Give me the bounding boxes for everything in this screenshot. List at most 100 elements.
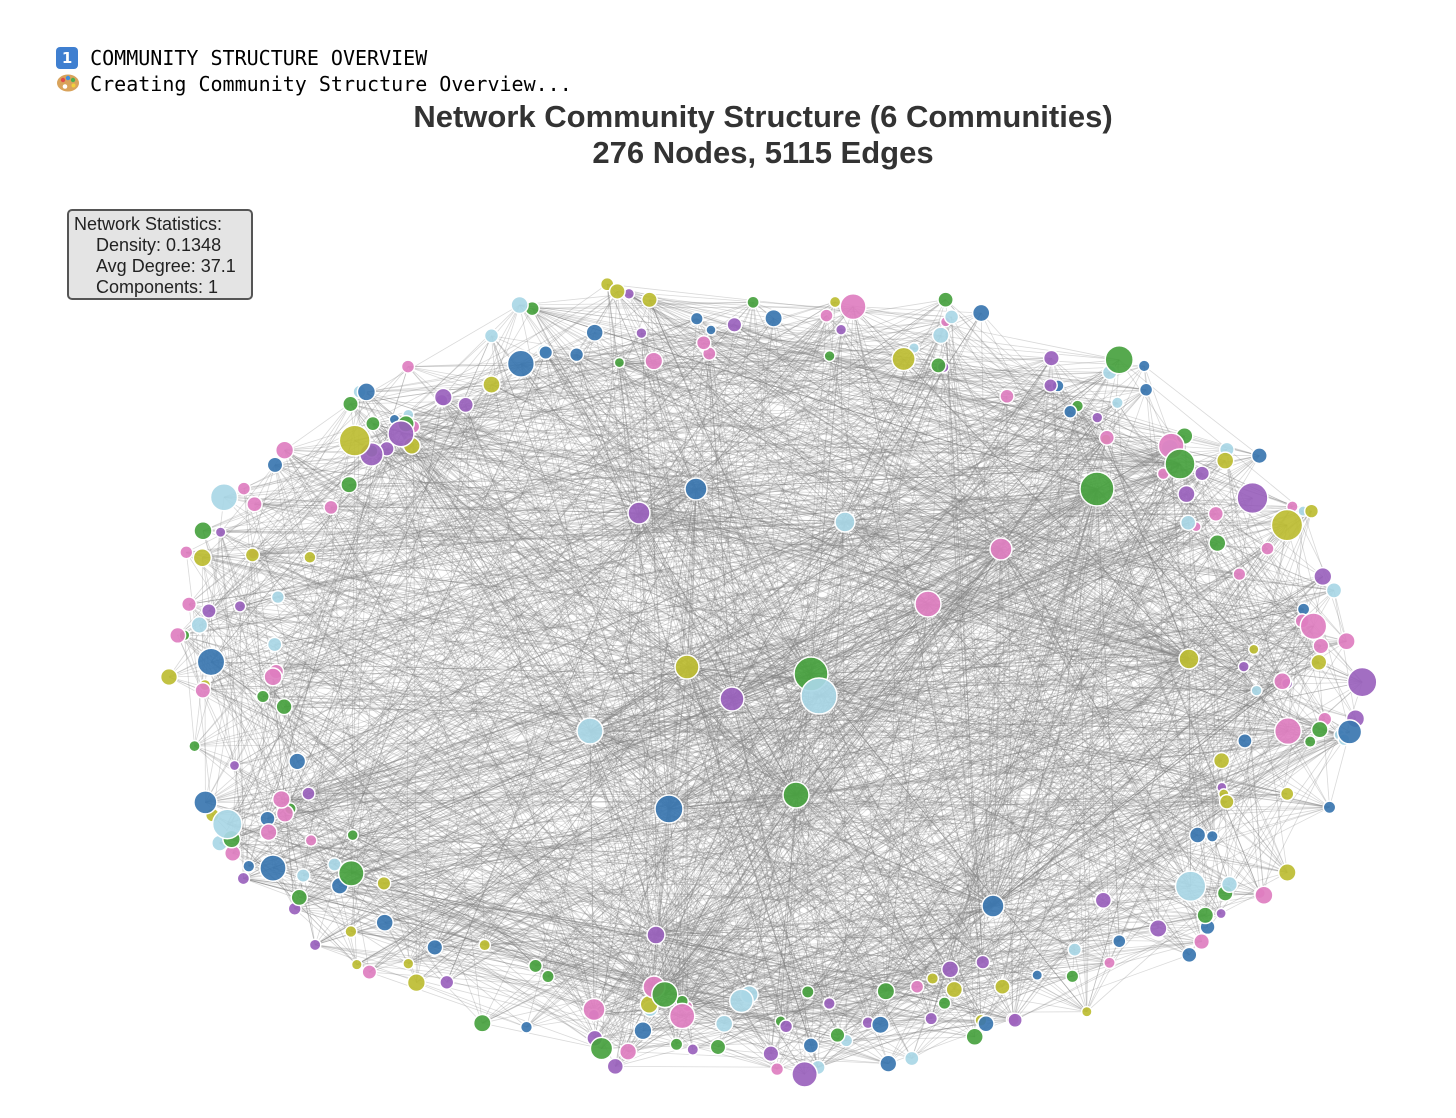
network-edge [299, 897, 657, 936]
network-edge [284, 449, 591, 732]
network-edge [330, 405, 1078, 508]
network-edge [372, 423, 1191, 887]
network-edge [177, 635, 719, 1048]
network-edge [829, 658, 1190, 1004]
network-edge [992, 358, 1052, 907]
network-edge [416, 603, 929, 983]
network-edge [352, 834, 1264, 896]
network-edge [927, 603, 1088, 1012]
network-edge [208, 610, 670, 810]
network-edge [642, 542, 1218, 1032]
network-node [644, 351, 664, 371]
network-edge [927, 603, 1190, 956]
network-edge [829, 355, 1288, 526]
network-edge [168, 676, 847, 1041]
network-edge [619, 362, 1363, 683]
network-edge [1188, 648, 1254, 660]
network-edge [617, 291, 952, 318]
network-edge [309, 488, 1098, 558]
network-edge [619, 362, 1363, 683]
network-edge [186, 551, 1227, 803]
network-edge [795, 548, 1002, 796]
network-edge [290, 355, 830, 810]
network-edge [844, 488, 1098, 523]
network-edge [641, 333, 670, 810]
network-edge [795, 794, 1288, 873]
network-edge [686, 488, 697, 668]
network-edge [532, 308, 1227, 450]
network-edge [992, 447, 1171, 907]
network-edge [589, 730, 1087, 1013]
network-edge [281, 510, 1304, 800]
network-edge [290, 808, 1202, 942]
network-edge [252, 488, 697, 556]
network-edge [284, 813, 341, 887]
network-edge [807, 914, 1206, 993]
network-edge [1188, 739, 1345, 956]
network-edge [668, 740, 1245, 810]
network-edge [615, 510, 1312, 1067]
network-edge [205, 435, 1185, 803]
network-edge [210, 404, 466, 663]
network-edge [405, 423, 1016, 1021]
network-node [1188, 826, 1207, 844]
network-edge [668, 488, 1098, 810]
network-edge [589, 625, 1314, 732]
network-edge [354, 440, 1098, 490]
network-edge [284, 450, 596, 1039]
network-edge [686, 666, 819, 1068]
network-edge [686, 372, 1110, 668]
network-edge [188, 366, 944, 605]
network-edge [616, 291, 640, 514]
network-edge [641, 332, 820, 697]
network-edge [880, 739, 1345, 1026]
network-edge [1096, 488, 1110, 963]
keycap-one-icon: 1 [56, 47, 79, 69]
network-node [937, 291, 954, 309]
network-edge [267, 299, 946, 820]
network-node [819, 308, 834, 323]
network-edge [243, 878, 1038, 976]
network-node [714, 1014, 734, 1034]
network-edge [243, 676, 274, 879]
network-edge [443, 396, 797, 796]
network-edge [290, 488, 697, 810]
network-edge [795, 794, 830, 1004]
network-edge [594, 332, 640, 514]
network-edge [668, 695, 820, 810]
network-edge [668, 808, 1264, 896]
network-edge [168, 640, 1347, 678]
network-node [1063, 404, 1078, 419]
network-edge [686, 524, 1288, 668]
network-edge [731, 698, 812, 1046]
network-edge [1050, 385, 1202, 942]
network-edge [1215, 513, 1356, 719]
network-edge [208, 403, 351, 612]
network-edge [394, 419, 670, 810]
network-edge [243, 573, 1240, 879]
network-edge [617, 291, 1288, 873]
network-edge [294, 603, 929, 910]
network-edge [741, 683, 1288, 1002]
network-edge [818, 695, 1198, 836]
network-edge [227, 488, 697, 825]
network-edge [484, 905, 994, 946]
network-edge [520, 363, 778, 1070]
network-edge [980, 312, 1071, 412]
network-edge [749, 739, 1345, 995]
network-edge [1077, 405, 1088, 1012]
network-edge [349, 484, 1293, 507]
network-edge [619, 362, 1098, 490]
network-edge [589, 666, 688, 732]
network-edge [434, 934, 657, 948]
network-edge [352, 834, 596, 1039]
network-edge [416, 351, 545, 983]
network-edge [703, 342, 787, 1027]
network-edge [465, 404, 1190, 660]
network-edge [829, 986, 1003, 1004]
network-edge [277, 596, 1003, 988]
network-edge [1190, 640, 1347, 887]
network-edge [655, 603, 929, 936]
network-edge [168, 676, 994, 907]
network-edge [262, 696, 536, 967]
